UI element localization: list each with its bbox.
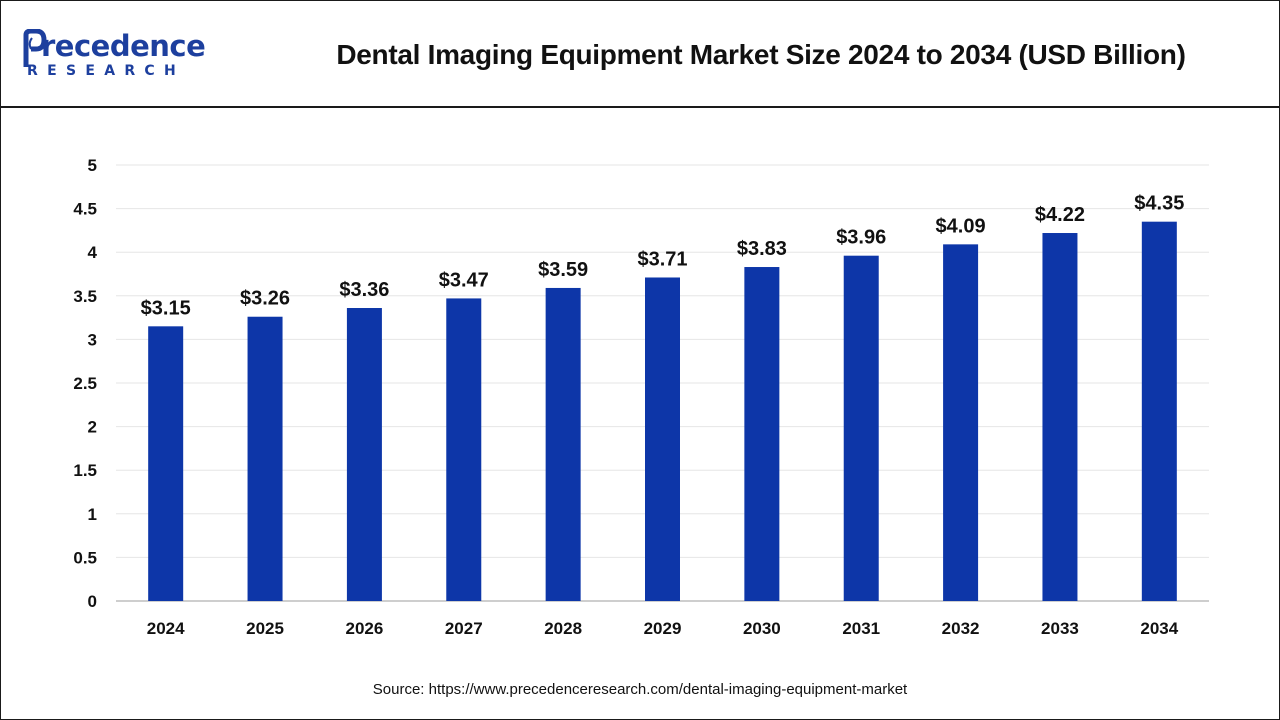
data-label-2033: $4.22 [1035,204,1085,226]
data-label-2034: $4.35 [1134,193,1184,215]
x-tick-label: 2030 [743,619,781,638]
x-tick-label: 2032 [942,619,980,638]
y-tick-label: 5 [88,156,97,175]
bar-2032 [943,244,978,601]
bar-2025 [248,317,283,601]
x-tick-label: 2025 [246,619,284,638]
bar-2031 [844,256,879,601]
bar-2028 [546,288,581,601]
bar-2026 [347,308,382,601]
bar-2024 [148,326,183,601]
y-tick-label: 1.5 [73,461,97,480]
bar-chart: 0 0.5 1 1.5 2 2.5 3 3.5 4 4.5 5 $3.15 $3.26 $3.36 $3.… [1,109,1279,679]
data-label-2027: $3.47 [439,269,489,291]
x-tick-label: 2027 [445,619,483,638]
x-axis-ticks: 2024 2025 2026 2027 2028 2029 2030 2031 2032 2033… [147,619,1179,638]
data-label-2025: $3.26 [240,288,290,310]
data-label-2029: $3.71 [637,248,687,270]
data-label-2030: $3.83 [737,238,787,260]
y-tick-label: 4 [88,243,98,262]
data-label-2032: $4.09 [936,215,986,237]
bar-2034 [1142,222,1177,601]
y-tick-label: 4.5 [73,200,97,219]
x-tick-label: 2031 [842,619,880,638]
logo-wordmark: recedence [41,29,205,63]
source-note: Source: https://www.precedenceresearch.c… [1,681,1279,698]
y-axis-ticks: 0 0.5 1 1.5 2 2.5 3 3.5 4 4.5 5 [73,156,97,611]
y-tick-label: 3 [88,330,97,349]
data-label-2031: $3.96 [836,227,886,249]
bar-2027 [446,298,481,601]
x-tick-label: 2026 [345,619,383,638]
x-tick-label: 2034 [1140,619,1178,638]
y-tick-label: 2 [88,418,97,437]
bars [148,222,1177,601]
data-label-2028: $3.59 [538,259,588,281]
y-tick-label: 2.5 [73,374,97,393]
data-label-2024: $3.15 [141,297,191,319]
x-tick-label: 2024 [147,619,185,638]
x-tick-label: 2028 [544,619,582,638]
y-tick-label: 3.5 [73,287,97,306]
bar-2029 [645,277,680,601]
bar-2030 [744,267,779,601]
bar-2033 [1042,233,1077,601]
y-tick-label: 1 [88,505,97,524]
logo: recedence RESEARCH [23,27,213,87]
header: recedence RESEARCH Dental Imaging Equipm… [1,1,1279,108]
logo-subtitle: RESEARCH [27,63,185,79]
x-tick-label: 2029 [644,619,682,638]
x-tick-label: 2033 [1041,619,1079,638]
chart-title: Dental Imaging Equipment Market Size 202… [261,39,1261,71]
data-label-2026: $3.36 [339,279,389,301]
y-tick-label: 0.5 [73,548,97,567]
y-tick-label: 0 [88,592,97,611]
